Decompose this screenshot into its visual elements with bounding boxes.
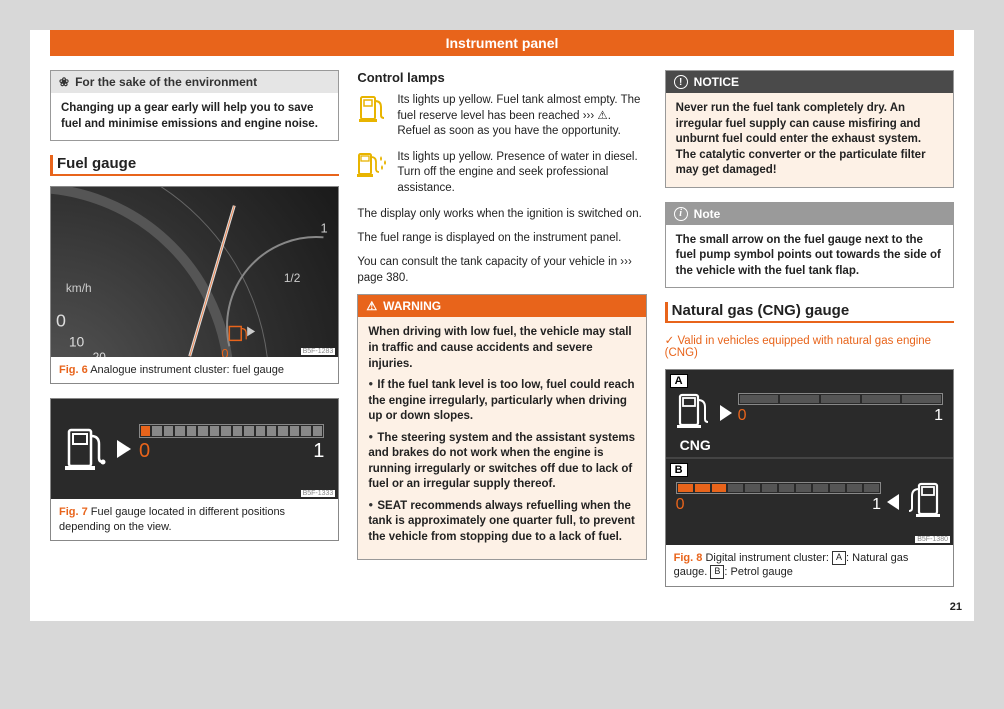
warning-item: If the fuel tank level is too low, fuel … [368,378,635,425]
figure-8-caption: Fig. 8 Digital instrument cluster: A: Na… [666,545,953,586]
svg-text:0: 0 [221,346,228,357]
environment-header: ❀ For the sake of the environment [51,71,338,93]
figure-8: A [665,369,954,587]
cng-b-zero: 0 [676,496,685,514]
notice-title: NOTICE [694,75,739,89]
svg-text:1/2: 1/2 [284,271,301,285]
content-columns: ❀ For the sake of the environment Changi… [30,56,974,621]
note-body: The small arrow on the fuel gauge next t… [666,225,953,288]
fig8-label: Fig. 8 [674,552,703,564]
warning-title: WARNING [383,299,441,313]
fig8-cap-b: : Petrol gauge [724,566,793,578]
fuel-gauge-heading: Fuel gauge [50,155,339,176]
lamp-fuel-low: Its lights up yellow. Fuel tank almost e… [357,93,646,140]
column-1: ❀ For the sake of the environment Changi… [50,70,339,601]
environment-callout: ❀ For the sake of the environment Changi… [50,70,339,141]
fig8-ref: B5F-1380 [915,536,950,543]
environment-title: For the sake of the environment [75,75,257,89]
cng-b-one: 1 [872,496,881,514]
cng-panel-b: B [666,459,953,546]
petrol-pump-icon [905,480,943,524]
cng-panel-a: A [666,370,953,459]
svg-text:km/h: km/h [66,281,92,295]
para-range: The fuel range is displayed on the instr… [357,230,646,246]
fig6-ref: B5F-1283 [301,348,336,355]
notice-callout: ! NOTICE Never run the fuel tank complet… [665,70,954,188]
figure-7: 0 1 B5F-1333 Fig. 7 Fuel gauge located i… [50,398,339,541]
page-number: 21 [950,601,962,613]
fig7-label: Fig. 7 [59,506,88,518]
column-3: ! NOTICE Never run the fuel tank complet… [665,70,954,601]
lamp2-text: Its lights up yellow. Presence of water … [397,150,646,197]
figure-6-image: km/h 0 10 20 0 1/2 1 [51,187,338,357]
manual-page: Instrument panel ❀ For the sake of the e… [30,30,974,621]
figure-6-caption: Fig. 6 Analogue instrument cluster: fuel… [51,357,338,383]
environment-body: Changing up a gear early will help you t… [51,93,338,140]
control-lamps-heading: Control lamps [357,70,646,85]
warning-list: If the fuel tank level is too low, fuel … [368,378,635,545]
para-ignition: The display only works when the ignition… [357,206,646,222]
warning-intro: When driving with low fuel, the vehicle … [368,326,631,369]
fig7-caption-text: Fuel gauge located in different position… [59,506,285,532]
flower-icon: ❀ [59,75,69,89]
fuel-pump-water-icon [357,150,389,182]
page-title: Instrument panel [446,35,559,51]
svg-text:1: 1 [320,220,327,235]
fig7-one: 1 [313,440,324,463]
inline-tag-a: A [832,551,846,565]
cng-heading: Natural gas (CNG) gauge [665,302,954,323]
figure-7-caption: Fig. 7 Fuel gauge located in different p… [51,499,338,540]
warning-item: SEAT recommends always refuelling when t… [368,499,635,546]
figure-6: km/h 0 10 20 0 1/2 1 [50,186,339,384]
para-capacity: You can consult the tank capacity of you… [357,254,646,286]
warning-icon: ⚠ [366,299,377,313]
warning-callout: ⚠ WARNING When driving with low fuel, th… [357,294,646,560]
tag-a: A [670,374,688,388]
cng-valid-note: ✓ Valid in vehicles equipped with natura… [665,333,954,359]
inline-tag-b: B [710,565,724,579]
figure-8-image: A [666,370,953,545]
warning-header: ⚠ WARNING [358,295,645,317]
figure-7-image: 0 1 B5F-1333 [51,399,338,499]
column-2: Control lamps Its lights up yellow. Fuel… [357,70,646,601]
arrow-right-icon [117,440,131,458]
page-title-bar: Instrument panel [50,30,954,56]
cng-a-one: 1 [934,407,943,425]
note-callout: i Note The small arrow on the fuel gauge… [665,202,954,289]
lamp1-text: Its lights up yellow. Fuel tank almost e… [397,93,646,140]
svg-text:0: 0 [56,311,66,331]
warning-body: When driving with low fuel, the vehicle … [358,317,645,559]
fig6-label: Fig. 6 [59,364,88,376]
cng-text-label: CNG [680,437,711,453]
svg-text:20: 20 [93,350,107,357]
fig6-caption-text: Analogue instrument cluster: fuel gauge [90,364,284,376]
fuel-pump-icon [65,424,109,474]
fig7-ref: B5F-1333 [301,490,336,497]
note-title: Note [694,207,721,221]
info-icon: i [674,207,688,221]
arrow-right-icon [720,405,732,421]
lamp-water-diesel: Its lights up yellow. Presence of water … [357,150,646,197]
note-header: i Note [666,203,953,225]
fig8-cap-pre: Digital instrument cluster: [705,552,832,564]
warning-item: The steering system and the assistant sy… [368,431,635,493]
fuel-pump-yellow-icon [357,93,389,125]
cng-pump-icon [676,391,714,435]
tag-b: B [670,463,688,477]
cng-a-zero: 0 [738,407,747,425]
notice-icon: ! [674,75,688,89]
arrow-left-icon [887,494,899,510]
svg-text:10: 10 [69,333,85,349]
notice-header: ! NOTICE [666,71,953,93]
analogue-gauge-svg: km/h 0 10 20 0 1/2 1 [51,187,338,357]
fig7-zero: 0 [139,440,150,463]
notice-body: Never run the fuel tank completely dry. … [666,93,953,187]
